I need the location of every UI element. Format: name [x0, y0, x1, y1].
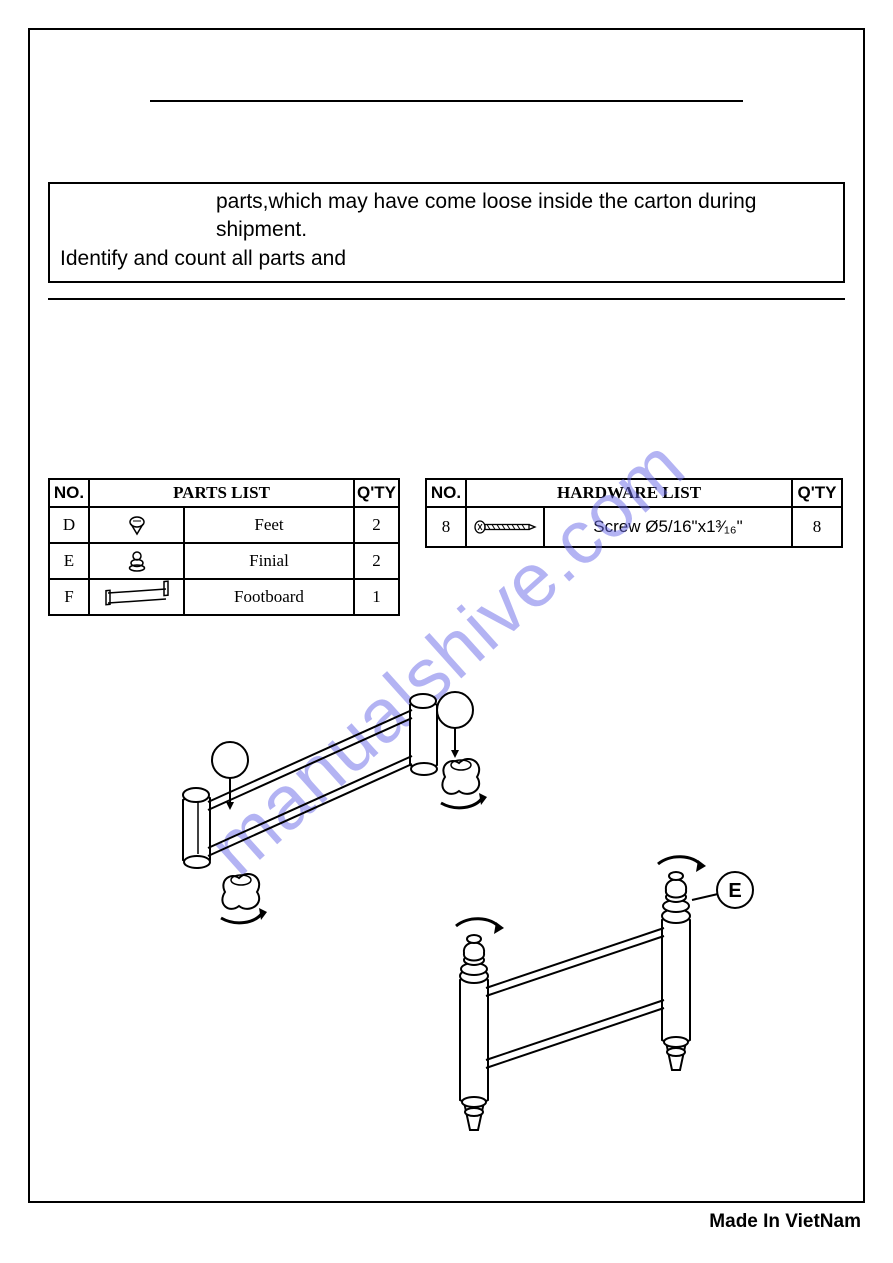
feet-icon — [124, 512, 150, 538]
finial-icon — [124, 548, 150, 574]
table-row: E Finial 2 — [49, 543, 399, 579]
part-icon-finial — [89, 543, 184, 579]
parts-header-qty: Q'TY — [354, 479, 399, 507]
part-qty: 2 — [354, 507, 399, 543]
part-name: Footboard — [184, 579, 354, 615]
hw-header-qty: Q'TY — [792, 479, 842, 507]
hardware-list-table: NO. HARDWARE LIST Q'TY 8 Screw Ø5/16"x1³… — [425, 478, 843, 548]
instruction-line-2: Identify and count all parts and — [60, 245, 833, 273]
table-row: 8 Screw Ø5/16"x1³⁄₁₆" 8 — [426, 507, 842, 547]
hw-no: 8 — [426, 507, 466, 547]
title-rule — [150, 100, 743, 102]
parts-header-no: NO. — [49, 479, 89, 507]
hw-icon-screw — [466, 507, 544, 547]
hw-header-title: HARDWARE LIST — [466, 479, 792, 507]
part-no: E — [49, 543, 89, 579]
footboard-icon — [102, 585, 172, 609]
part-qty: 2 — [354, 543, 399, 579]
sub-rule — [48, 298, 845, 300]
hw-qty: 8 — [792, 507, 842, 547]
hw-header-no: NO. — [426, 479, 466, 507]
table-row: D Feet 2 — [49, 507, 399, 543]
hw-name: Screw Ø5/16"x1³⁄₁₆" — [544, 507, 792, 547]
part-icon-feet — [89, 507, 184, 543]
parts-list-table: NO. PARTS LIST Q'TY D Feet 2 E Finial 2 … — [48, 478, 400, 616]
part-icon-footboard — [89, 579, 184, 615]
instruction-line-1: parts,which may have come loose inside t… — [60, 188, 833, 245]
instruction-box: parts,which may have come loose inside t… — [48, 182, 845, 283]
screw-icon — [473, 518, 537, 536]
table-row: F Footboard 1 — [49, 579, 399, 615]
part-no: D — [49, 507, 89, 543]
footer: Made In VietNam — [709, 1211, 861, 1233]
part-name: Feet — [184, 507, 354, 543]
part-qty: 1 — [354, 579, 399, 615]
assembly-diagram-bottom: E — [420, 830, 780, 1160]
part-no: F — [49, 579, 89, 615]
callout-e-label: E — [728, 880, 741, 902]
part-name: Finial — [184, 543, 354, 579]
parts-header-title: PARTS LIST — [89, 479, 354, 507]
